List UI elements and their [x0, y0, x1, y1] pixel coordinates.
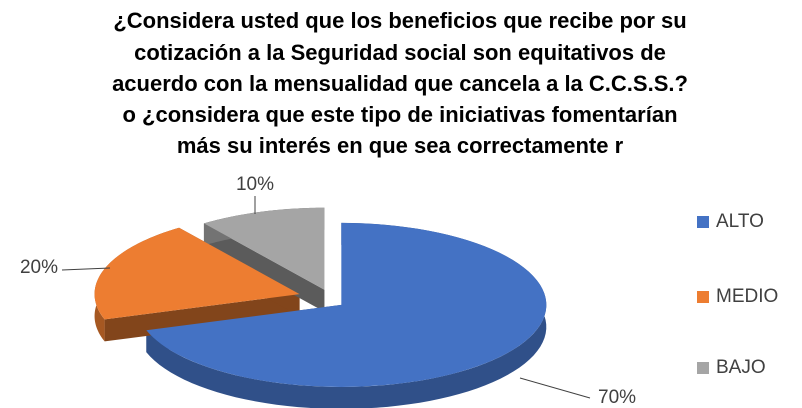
pie-slice: [94, 227, 300, 320]
data-label: 70%: [598, 387, 636, 408]
chart-title: ¿Considera usted que los beneficios que …: [113, 8, 686, 33]
chart-title: más su interés en que sea correctamente …: [177, 133, 624, 158]
data-label: 20%: [20, 257, 58, 278]
chart-title: cotización a la Seguridad social son equ…: [134, 40, 666, 65]
legend-label: ALTO: [716, 211, 764, 232]
legend-label: MEDIO: [716, 286, 778, 307]
leader-line: [519, 377, 591, 399]
data-label: 10%: [236, 174, 274, 195]
legend-swatch: [697, 362, 709, 374]
leader-line: [61, 267, 111, 271]
chart-title: o ¿considera que este tipo de iniciativa…: [122, 102, 677, 127]
legend-label: BAJO: [716, 357, 766, 378]
slice-wall: [203, 223, 325, 312]
chart-title: acuerdo con la mensualidad que cancela a…: [112, 71, 688, 96]
legend-swatch: [697, 216, 709, 228]
legend-swatch: [697, 291, 709, 303]
pie-slice: [203, 207, 325, 290]
pie-slice: [146, 222, 547, 387]
